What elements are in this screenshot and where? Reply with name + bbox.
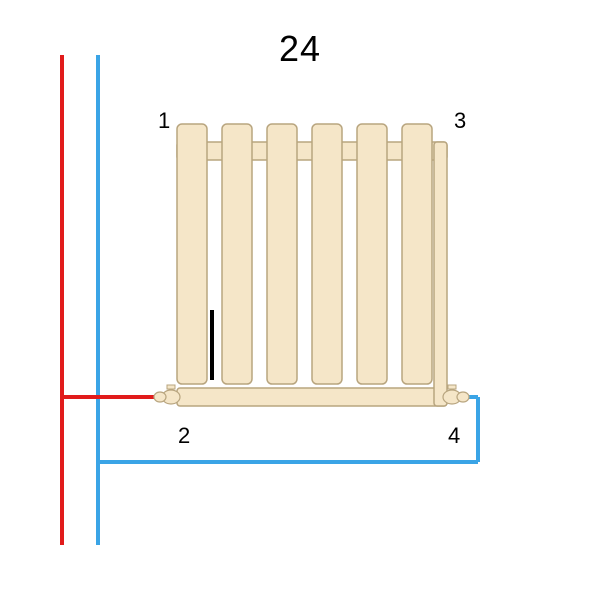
radiator-column <box>402 124 432 384</box>
radiator <box>154 124 469 406</box>
label-2: 2 <box>178 423 190 449</box>
diagram-svg <box>0 0 600 600</box>
radiator-header-bottom <box>177 388 447 406</box>
radiator-end-cap <box>434 142 447 406</box>
radiator-column <box>267 124 297 384</box>
label-4: 4 <box>448 423 460 449</box>
radiator-column <box>177 124 207 384</box>
radiator-column <box>222 124 252 384</box>
diagram-canvas: 24 <box>0 0 600 600</box>
radiator-column <box>357 124 387 384</box>
radiator-columns <box>177 124 447 406</box>
label-1: 1 <box>158 108 170 134</box>
radiator-column <box>312 124 342 384</box>
label-3: 3 <box>454 108 466 134</box>
hot-pipe <box>62 55 172 545</box>
valve-left <box>154 385 180 404</box>
